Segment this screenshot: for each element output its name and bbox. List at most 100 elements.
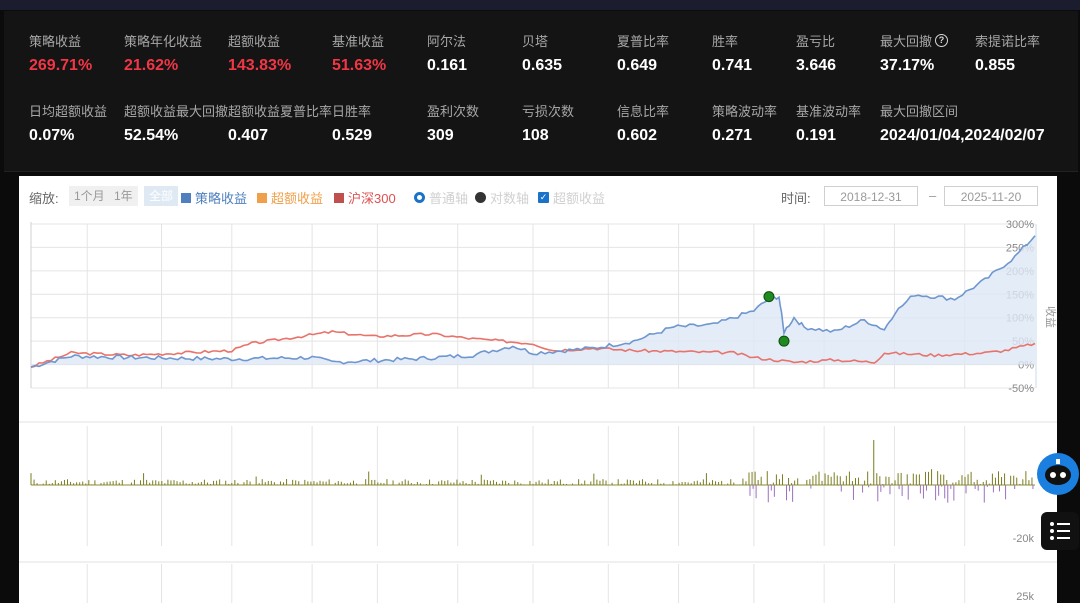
drawdown-marker [778, 335, 790, 347]
stat-label: 超额收益最大回撤 [124, 101, 228, 120]
series-line-strategy [30, 235, 1036, 368]
end-date-input[interactable]: 2025-11-20 [944, 186, 1038, 206]
stat-label: 贝塔 [522, 31, 562, 50]
stat-value: 51.63% [332, 57, 387, 74]
stat-value: 0.741 [712, 57, 753, 74]
stat-value: 0.407 [228, 127, 269, 144]
list-menu-button[interactable] [1041, 512, 1079, 550]
stat-16: 亏损次数 108 [522, 101, 574, 145]
stat-20: 最大回撤区间 2024/01/04,2024/02/07 [880, 101, 1045, 145]
stat-value: 21.62% [124, 57, 179, 74]
stat-value: 2024/01/04,2024/02/07 [880, 127, 1045, 144]
time-label: 时间: [781, 191, 811, 206]
linear-axis-option[interactable]: 普通轴 [414, 188, 468, 207]
stat-label-text: 最大回撤区间 [880, 104, 959, 119]
stat-13: 超额收益夏普比率 0.407 [228, 101, 332, 145]
stat-label: 最大回撤区间 [880, 101, 1045, 120]
stat-label: 策略年化收益 [124, 31, 202, 50]
stat-label: 夏普比率 [617, 31, 669, 50]
stat-6: 夏普比率 0.649 [617, 31, 669, 75]
stat-15: 盈利次数 309 [427, 101, 479, 145]
legend-strategy-swatch [181, 192, 191, 203]
start-date-input[interactable]: 2018-12-31 [824, 186, 918, 206]
stat-label-text: 盈利次数 [427, 104, 480, 119]
stat-8: 盈亏比 3.646 [796, 31, 836, 75]
legend-strategy-label: 策略收益 [195, 191, 248, 206]
stat-label: 超额收益 [228, 31, 291, 50]
stat-label-text: 索提诺比率 [975, 34, 1041, 49]
zoom-label: 缩放: [29, 191, 59, 206]
stat-value: 37.17% [880, 57, 935, 74]
top-border [0, 0, 1080, 10]
stat-7: 胜率 0.741 [712, 31, 752, 75]
legend-hs300[interactable]: 沪深300 [334, 188, 396, 207]
stat-value: 3.646 [796, 57, 837, 74]
excess-checkbox-option[interactable]: ✓ 超额收益 [538, 188, 605, 207]
stat-label-text: 最大回撤 [880, 34, 933, 49]
stat-label-text: 策略年化收益 [124, 34, 203, 49]
stat-label-text: 贝塔 [522, 34, 549, 49]
stat-value: 0.855 [975, 57, 1016, 74]
stat-value: 0.649 [617, 57, 658, 74]
stat-value: 52.54% [124, 127, 179, 144]
stat-1: 策略年化收益 21.62% [124, 31, 202, 75]
y-tick-label: -50% [1008, 383, 1034, 395]
stat-17: 信息比率 0.602 [617, 101, 669, 145]
stat-12: 超额收益最大回撤 52.54% [124, 101, 228, 145]
stat-label-text: 基准收益 [332, 34, 385, 49]
stat-value: 0.271 [712, 127, 753, 144]
stat-18: 策略波动率 0.271 [712, 101, 777, 145]
stat-value: 0.602 [617, 127, 658, 144]
stat-label: 亏损次数 [522, 101, 574, 120]
assistant-robot-button[interactable] [1037, 453, 1079, 495]
legend-excess[interactable]: 超额收益 [257, 188, 323, 207]
stat-value: 309 [427, 127, 454, 144]
zoom-all-button[interactable]: 全部 [144, 186, 179, 206]
stat-label: 日均超额收益 [29, 101, 107, 120]
legend-excess-label: 超额收益 [271, 191, 324, 206]
stat-label-text: 策略波动率 [712, 104, 778, 119]
stat-value: 0.635 [522, 57, 563, 74]
stat-2: 超额收益 143.83% [228, 31, 291, 75]
excess-checkbox-label: 超额收益 [553, 191, 606, 206]
stat-label: 盈利次数 [427, 101, 479, 120]
stat-label-text: 盈亏比 [796, 34, 836, 49]
zoom-1year-button[interactable]: 1年 [109, 186, 138, 206]
help-icon[interactable]: ? [935, 34, 949, 47]
stat-14: 日胜率 0.529 [332, 101, 372, 145]
stat-label: 最大回撤? [880, 31, 949, 50]
stat-value: 269.71% [29, 57, 93, 74]
stat-0: 策略收益 269.71% [29, 31, 92, 75]
stat-label: 策略波动率 [712, 101, 777, 120]
stat-11: 日均超额收益 0.07% [29, 101, 107, 145]
y-tick-label: 25k [1016, 591, 1034, 603]
radio-unselected-icon [475, 192, 486, 203]
stat-label: 基准收益 [332, 31, 386, 50]
stat-label-text: 日胜率 [332, 104, 372, 119]
stat-value: 108 [522, 127, 549, 144]
log-axis-option[interactable]: 对数轴 [475, 188, 529, 207]
stat-value: 143.83% [228, 57, 292, 74]
stat-label-text: 亏损次数 [522, 104, 575, 119]
stat-5: 贝塔 0.635 [522, 31, 562, 75]
stat-label: 盈亏比 [796, 31, 836, 50]
chart-toolbar: 缩放: 1个月 1年 全部 策略收益 超额收益 沪深300 普通轴 对数轴 ✓ … [19, 176, 1057, 218]
stat-label-text: 超额收益最大回撤 [124, 104, 229, 119]
stat-value: 0.191 [796, 127, 837, 144]
stat-value: 0.529 [332, 127, 373, 144]
robot-icon [1045, 459, 1071, 485]
stat-label: 策略收益 [29, 31, 92, 50]
y-tick-label: 300% [1006, 219, 1034, 231]
legend-strategy[interactable]: 策略收益 [181, 188, 247, 207]
stat-label-text: 策略收益 [29, 34, 82, 49]
zoom-1month-button[interactable]: 1个月 [69, 186, 110, 206]
stat-label-text: 胜率 [712, 34, 739, 49]
stat-label: 信息比率 [617, 101, 669, 120]
stat-label-text: 超额收益夏普比率 [228, 104, 333, 119]
date-separator: – [929, 188, 937, 203]
stat-label: 胜率 [712, 31, 752, 50]
stat-label-text: 阿尔法 [427, 34, 467, 49]
stat-10: 索提诺比率 0.855 [975, 31, 1040, 75]
stats-panel: 策略收益 269.71% 策略年化收益 21.62% 超额收益 143.83% 基准收益 51… [4, 11, 1078, 172]
